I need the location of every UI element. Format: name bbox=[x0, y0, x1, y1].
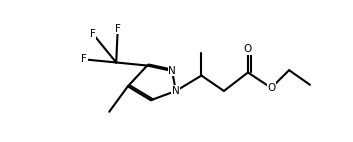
Text: F: F bbox=[82, 54, 87, 64]
Text: F: F bbox=[115, 24, 121, 34]
Text: N: N bbox=[172, 86, 180, 96]
Text: F: F bbox=[90, 29, 96, 39]
Text: O: O bbox=[244, 44, 252, 54]
Text: N: N bbox=[168, 66, 176, 76]
Text: O: O bbox=[267, 83, 275, 93]
